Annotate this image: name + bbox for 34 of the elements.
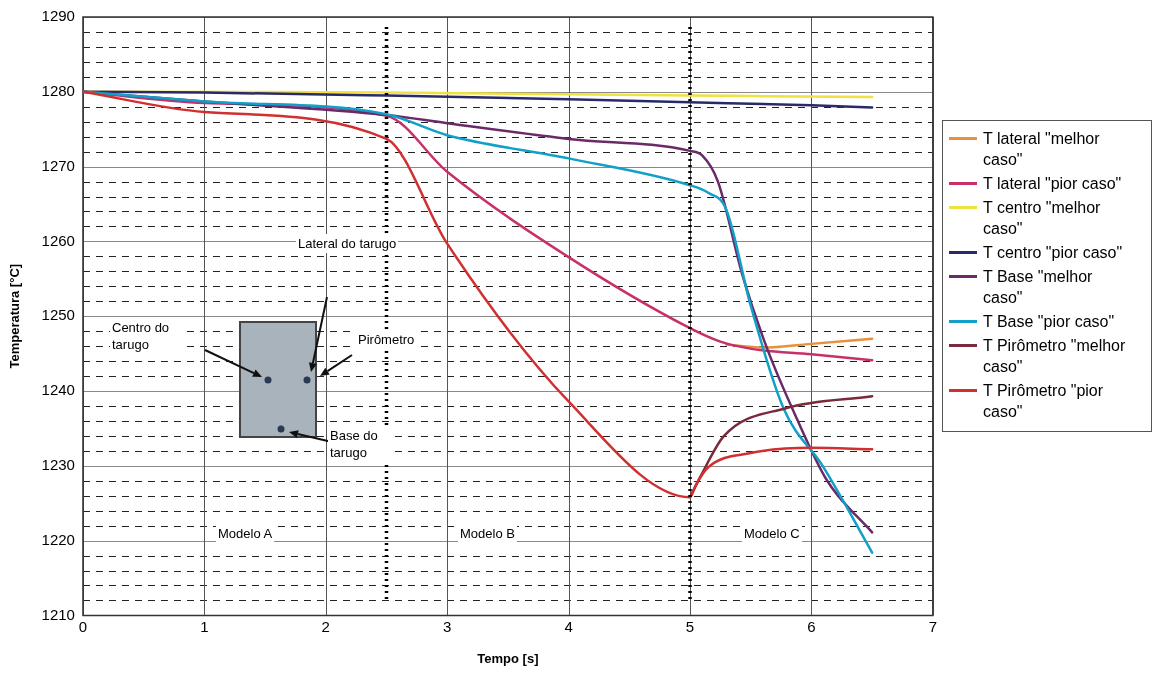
annotation: Centro do tarugo <box>110 318 184 354</box>
y-tick-label: 1260 <box>41 231 75 249</box>
annotation: Modelo B <box>458 524 517 543</box>
annotation: Base do tarugo <box>328 426 392 462</box>
legend-label: T lateral "melhor caso" <box>983 129 1101 170</box>
x-tick-label: 3 <box>443 617 452 635</box>
annotation: Lateral do tarugo <box>296 234 399 253</box>
y-tick-label: 1230 <box>41 455 75 473</box>
x-tick-label: 7 <box>928 617 937 635</box>
legend-label: T Base "pior caso" <box>983 312 1115 332</box>
legend-label: T Base "melhor caso" <box>983 267 1094 308</box>
x-tick-label: 0 <box>78 617 88 635</box>
legend-label: T centro "melhor caso" <box>983 198 1102 239</box>
annotation: Pirômetro <box>356 330 417 349</box>
y-tick-label: 1210 <box>41 605 75 623</box>
x-tick-label: 2 <box>321 617 330 635</box>
legend-label: T Pirômetro "pior caso" <box>983 381 1105 422</box>
y-tick-label: 1290 <box>41 7 75 25</box>
y-tick-label: 1250 <box>41 306 75 324</box>
x-tick-label: 1 <box>200 617 209 635</box>
y-tick-label: 1280 <box>41 81 75 99</box>
y-axis-title: Temperatura [°C] <box>7 263 23 369</box>
legend-label: T Pirômetro "melhor caso" <box>983 336 1127 377</box>
annotation: Modelo A <box>216 524 275 543</box>
x-axis-title: Tempo [s] <box>477 650 539 666</box>
x-tick-label: 5 <box>685 617 695 635</box>
x-tick-label: 4 <box>564 617 573 635</box>
y-tick-label: 1220 <box>41 530 75 548</box>
x-tick-label: 6 <box>807 617 816 635</box>
legend-label: T lateral "pior caso" <box>983 174 1122 194</box>
legend-label: T centro "pior caso" <box>983 243 1123 263</box>
y-tick-label: 1240 <box>41 381 75 399</box>
annotation: Modelo C <box>742 524 802 543</box>
y-tick-label: 1270 <box>41 156 75 174</box>
